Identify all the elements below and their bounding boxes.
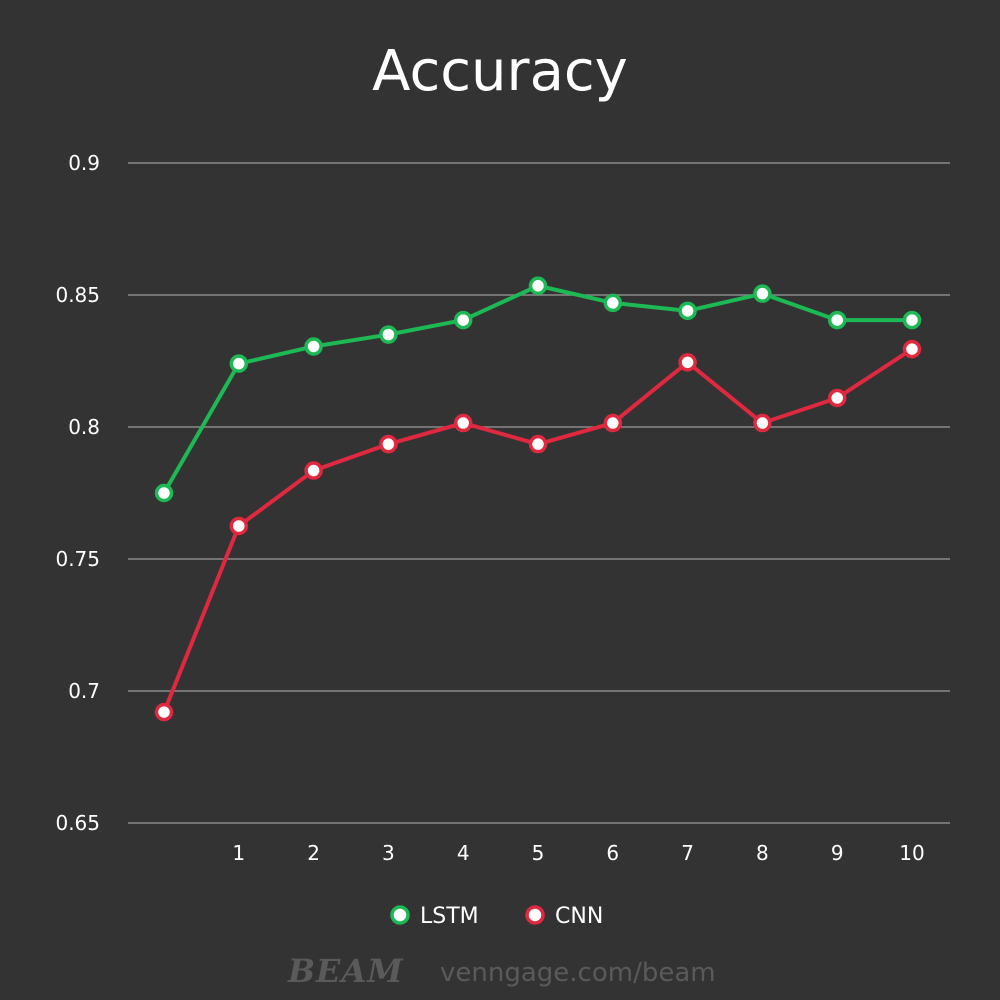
data-point-cnn	[154, 702, 174, 722]
series-line-cnn	[162, 347, 914, 713]
legend-marker-lstm	[390, 905, 410, 925]
y-axis-ticks: 0.9 0.85 0.8 0.75 0.7 0.65	[55, 151, 100, 835]
x-tick-label: 2	[307, 841, 320, 865]
x-tick-label: 7	[681, 841, 694, 865]
x-tick-label: 4	[457, 841, 470, 865]
data-point-cnn	[453, 413, 473, 433]
y-tick-label: 0.75	[55, 547, 100, 571]
x-axis-ticks: 1 2 3 4 5 6 7 8 9 10	[232, 841, 924, 865]
x-tick-label: 3	[382, 841, 395, 865]
data-point-cnn	[229, 516, 249, 536]
watermark: BEAM venngage.com/beam	[287, 952, 716, 990]
data-point-lstm	[678, 301, 697, 321]
watermark-logo: BEAM	[287, 952, 404, 990]
x-tick-label: 5	[532, 841, 545, 865]
series-lines	[154, 276, 922, 722]
data-point-lstm	[229, 354, 249, 373]
y-tick-label: 0.8	[68, 415, 100, 439]
legend-label-cnn: CNN	[555, 904, 603, 929]
data-point-cnn	[379, 434, 398, 454]
data-point-cnn	[528, 434, 548, 454]
chart-title: Accuracy	[372, 39, 628, 104]
data-point-cnn	[304, 461, 323, 480]
series-line-lstm	[162, 283, 912, 495]
y-tick-label: 0.65	[55, 811, 100, 835]
legend: LSTM CNN	[390, 904, 603, 929]
data-point-lstm	[753, 284, 772, 303]
data-point-cnn	[902, 339, 922, 359]
data-point-lstm	[902, 310, 922, 330]
data-point-lstm	[528, 276, 548, 296]
y-tick-label: 0.9	[68, 151, 100, 175]
data-point-lstm	[827, 310, 847, 330]
gridlines	[128, 162, 950, 824]
data-point-lstm	[304, 337, 323, 356]
data-point-cnn	[753, 413, 772, 433]
y-tick-label: 0.7	[68, 679, 100, 703]
x-tick-label: 10	[899, 841, 924, 865]
data-point-lstm	[379, 325, 398, 344]
x-tick-label: 9	[831, 841, 844, 865]
data-point-cnn	[603, 413, 623, 433]
x-tick-label: 1	[232, 841, 245, 865]
legend-marker-cnn	[525, 905, 545, 925]
data-point-cnn	[678, 353, 697, 372]
watermark-url: venngage.com/beam	[440, 958, 716, 988]
y-tick-label: 0.85	[55, 283, 100, 307]
x-tick-label: 6	[606, 841, 619, 865]
data-point-lstm	[154, 483, 174, 503]
x-tick-label: 8	[756, 841, 769, 865]
legend-label-lstm: LSTM	[420, 904, 479, 929]
data-point-lstm	[603, 293, 623, 313]
data-point-cnn	[827, 388, 847, 408]
data-point-lstm	[453, 310, 473, 330]
